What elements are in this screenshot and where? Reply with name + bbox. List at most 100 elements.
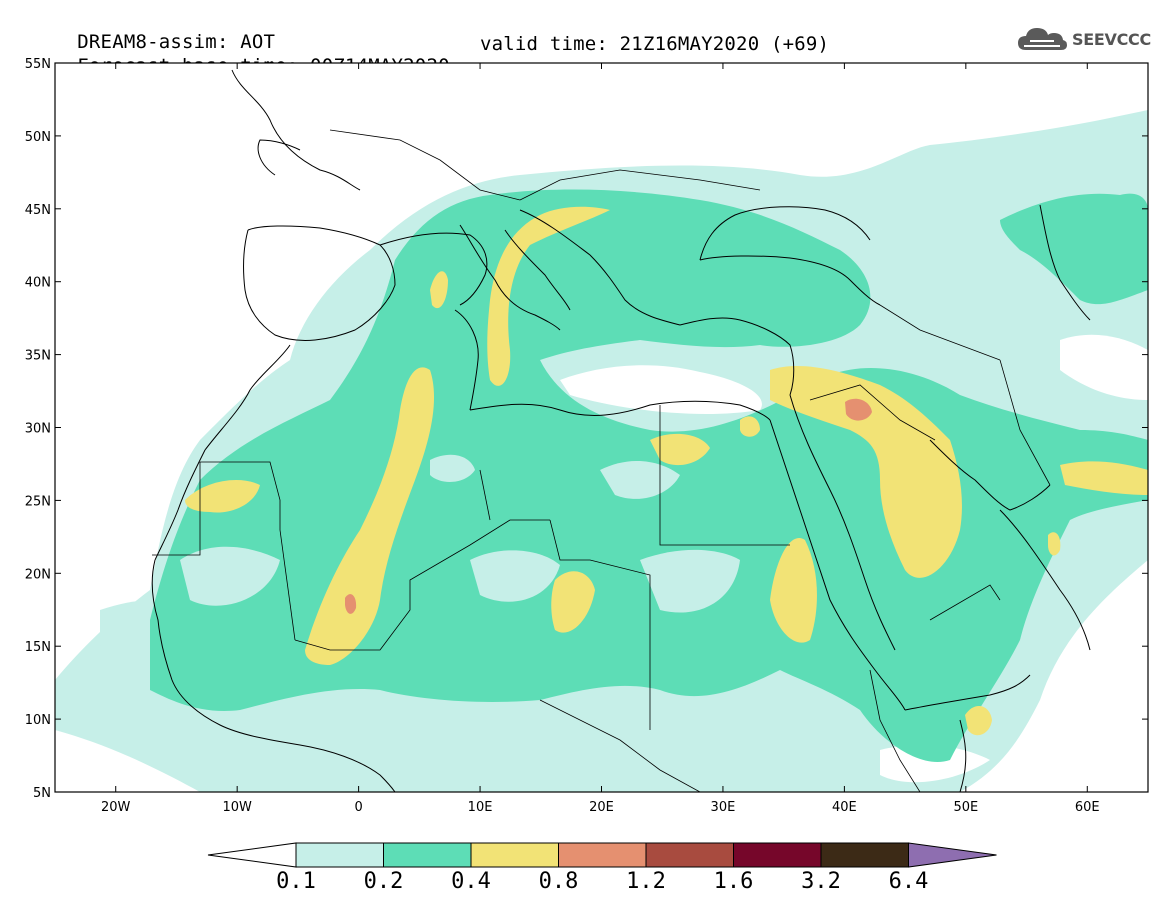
gap-algeria <box>430 454 475 482</box>
yellow-tunisia <box>430 271 448 309</box>
yellow-iran-south <box>1060 461 1148 495</box>
lon-tick-label: 10W <box>222 800 252 815</box>
logo-text: SEEVCCC <box>1072 29 1151 49</box>
cloud-icon <box>1018 28 1067 50</box>
gap-sudan <box>640 549 740 613</box>
lat-tick-label: 35N <box>25 349 51 364</box>
border-central-europe <box>329 129 521 201</box>
yellow-somalia <box>965 705 992 736</box>
lon-tick-label: 0 <box>354 800 362 815</box>
lat-tick-label: 20N <box>25 567 51 582</box>
colorbar-label: 0.2 <box>363 869 404 894</box>
coast-anatolia <box>679 317 795 396</box>
border-mali-niger <box>294 519 550 651</box>
border-turkey-iran <box>879 304 1001 361</box>
coast-balkans <box>519 209 681 326</box>
clear-iran-east <box>1060 334 1148 400</box>
aot-field <box>55 63 1148 792</box>
clear-somalia <box>880 744 990 783</box>
colorbar-label: 1.6 <box>713 869 754 894</box>
yellow-sudan <box>770 538 817 643</box>
lon-tick-label: 50E <box>953 800 978 815</box>
colorbar-bin <box>295 842 384 868</box>
lat-tick-label: 10N <box>25 713 51 728</box>
lat-tick-label: 45N <box>25 203 51 218</box>
coast-black-sea-south <box>699 255 881 306</box>
colorbar-label: 3.2 <box>801 869 841 894</box>
lat-tick-label: 5N <box>33 786 51 801</box>
coast-oman <box>999 509 1091 651</box>
coast-france-atlantic <box>231 69 361 191</box>
coastlines <box>151 69 1091 792</box>
lat-tick-label: 15N <box>25 640 51 655</box>
lon-tick-label: 40E <box>832 800 857 815</box>
lat-tick-label: 40N <box>25 276 51 291</box>
colorbar-bin <box>383 842 472 868</box>
lon-tick-label: 10E <box>468 800 493 815</box>
coast-italy-east <box>504 229 571 311</box>
lat-tick-label: 30N <box>25 422 51 437</box>
lat-tick-label: 55N <box>25 57 51 72</box>
colorbar-label: 0.8 <box>538 869 579 894</box>
border-mauritania <box>200 461 296 641</box>
colorbar-over-triangle <box>908 842 997 868</box>
colorbar-label: 0.4 <box>451 869 491 894</box>
coast-iberia <box>243 225 396 341</box>
borders <box>152 129 1051 792</box>
coast-gulf-lion <box>379 232 488 306</box>
coast-brittany <box>257 139 301 176</box>
coast-n-africa <box>469 400 771 421</box>
coast-w-africa <box>151 559 396 792</box>
border-central-africa <box>539 699 701 792</box>
coast-black-sea-north <box>699 206 871 261</box>
yellow-oman <box>1048 532 1061 556</box>
colorbar-label: 0.1 <box>276 869 316 894</box>
yellow-w-sahara <box>185 480 260 513</box>
aot-green-caspian <box>1000 193 1148 305</box>
yellow-chad <box>551 571 595 633</box>
aot-orange-area <box>345 398 872 614</box>
axis-labels: 20W 10W 0 10E 20E 30E 40E 50E 60E 55N 50N 45N 40N 35N… <box>25 57 1100 815</box>
coast-nw-africa <box>154 344 291 561</box>
model-variable-label: DREAM8-assim: AOT <box>77 31 276 53</box>
border-yemen <box>929 584 1001 621</box>
yellow-sinai <box>740 416 760 437</box>
aot-yellow-area <box>185 206 1148 736</box>
gap-mauritania <box>180 546 280 606</box>
coast-red-sea-east <box>789 394 896 651</box>
orange-mali <box>345 594 357 614</box>
colorbar-label: 6.4 <box>888 869 929 894</box>
border-iraq <box>809 384 936 441</box>
orange-iraq <box>845 398 872 421</box>
coast-somalia <box>959 719 967 792</box>
axis-ticks <box>55 62 1148 793</box>
seevccc-logo: SEEVCCC <box>1016 24 1151 54</box>
lon-tick-label: 30E <box>711 800 736 815</box>
coast-persian-gulf <box>929 439 1051 511</box>
yellow-egypt <box>650 433 710 466</box>
colorbar-bin <box>733 842 822 868</box>
colorbar-under-triangle <box>207 842 297 868</box>
lon-tick-label: 60E <box>1075 800 1100 815</box>
border-east-europe <box>519 169 761 201</box>
coast-red-sea-west <box>769 419 906 711</box>
coast-caspian <box>1039 204 1091 321</box>
colorbar-bin <box>558 842 647 868</box>
yellow-adriatic-band <box>487 206 610 386</box>
colorbar-bin <box>820 842 909 868</box>
border-chad-sudan <box>549 519 651 730</box>
valid-time: valid time: 21Z16MAY2020 (+69) <box>480 33 830 55</box>
gap-chad <box>470 550 560 602</box>
border-libya-egypt <box>659 405 790 546</box>
coast-tunisia <box>454 309 479 411</box>
border-iran-west <box>999 359 1051 486</box>
colorbar <box>207 842 997 868</box>
coast-italy-west <box>459 224 561 331</box>
yellow-arabia <box>770 365 962 578</box>
colorbar-bin <box>645 842 734 868</box>
lat-tick-label: 50N <box>25 130 51 145</box>
lon-tick-label: 20W <box>101 800 131 815</box>
colorbar-bin <box>470 842 559 868</box>
lat-tick-label: 25N <box>25 494 51 509</box>
